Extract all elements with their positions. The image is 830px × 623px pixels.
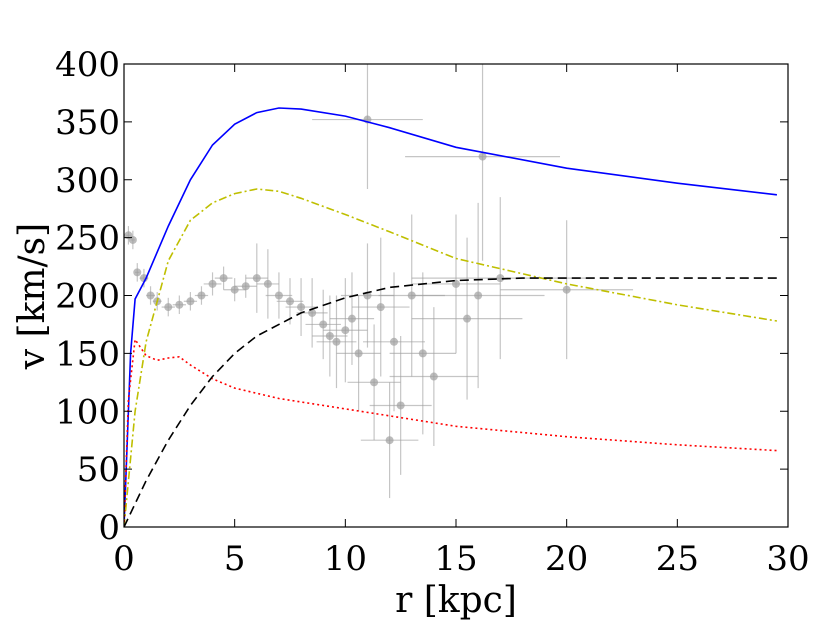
data-point [219,274,228,283]
data-point [308,308,317,317]
data-point [463,314,472,323]
data-point [175,300,184,309]
data-point [230,285,239,294]
data-point [354,349,363,358]
data-point [146,291,155,300]
data-point [376,303,385,312]
y-tick-label: 200 [55,277,120,317]
y-tick-label: 250 [55,219,120,259]
data-point [208,279,217,288]
data-point [562,285,571,294]
data-point [452,279,460,288]
series-line [124,107,777,527]
x-axis-label: r [kpc] [395,580,517,621]
data-point [396,401,405,410]
data-point [370,378,379,387]
series-line [124,188,778,527]
data-point [347,314,356,323]
data-point [263,279,272,288]
data-point [332,337,341,346]
y-tick-label: 400 [55,45,120,85]
y-tick-label: 300 [55,161,120,201]
series-line [124,277,777,527]
x-tick-label: 20 [545,539,588,579]
x-tick-label: 30 [766,539,809,579]
data-point [325,332,334,341]
y-axis-label: v [km/s] [12,223,53,370]
data-point [474,291,483,300]
data-point [274,291,283,300]
data-point [164,303,173,312]
y-tick-label: 350 [55,103,120,143]
data-point [252,274,261,283]
series-line [124,337,777,527]
data-point [197,291,206,300]
data-point [478,152,487,161]
data-point [390,337,399,346]
data-point [186,297,195,306]
y-tick-label: 150 [55,334,120,374]
data-point [429,372,438,381]
x-tick-label: 5 [224,539,246,579]
y-tick-label: 50 [77,450,120,490]
data-point [496,274,505,283]
x-tick-label: 15 [434,539,477,579]
y-tick-label: 0 [98,508,120,548]
data-point [241,282,250,291]
x-tick-label: 0 [113,539,135,579]
data-point [319,320,328,329]
data-point [418,349,427,358]
plot-area [124,64,778,527]
data-point [133,268,142,277]
x-tick-label: 25 [656,539,699,579]
data-point [385,436,394,445]
data-point [297,303,306,312]
data-point [341,326,350,335]
x-tick-label: 10 [324,539,367,579]
y-tick-label: 100 [55,392,120,432]
data-point [286,297,294,306]
